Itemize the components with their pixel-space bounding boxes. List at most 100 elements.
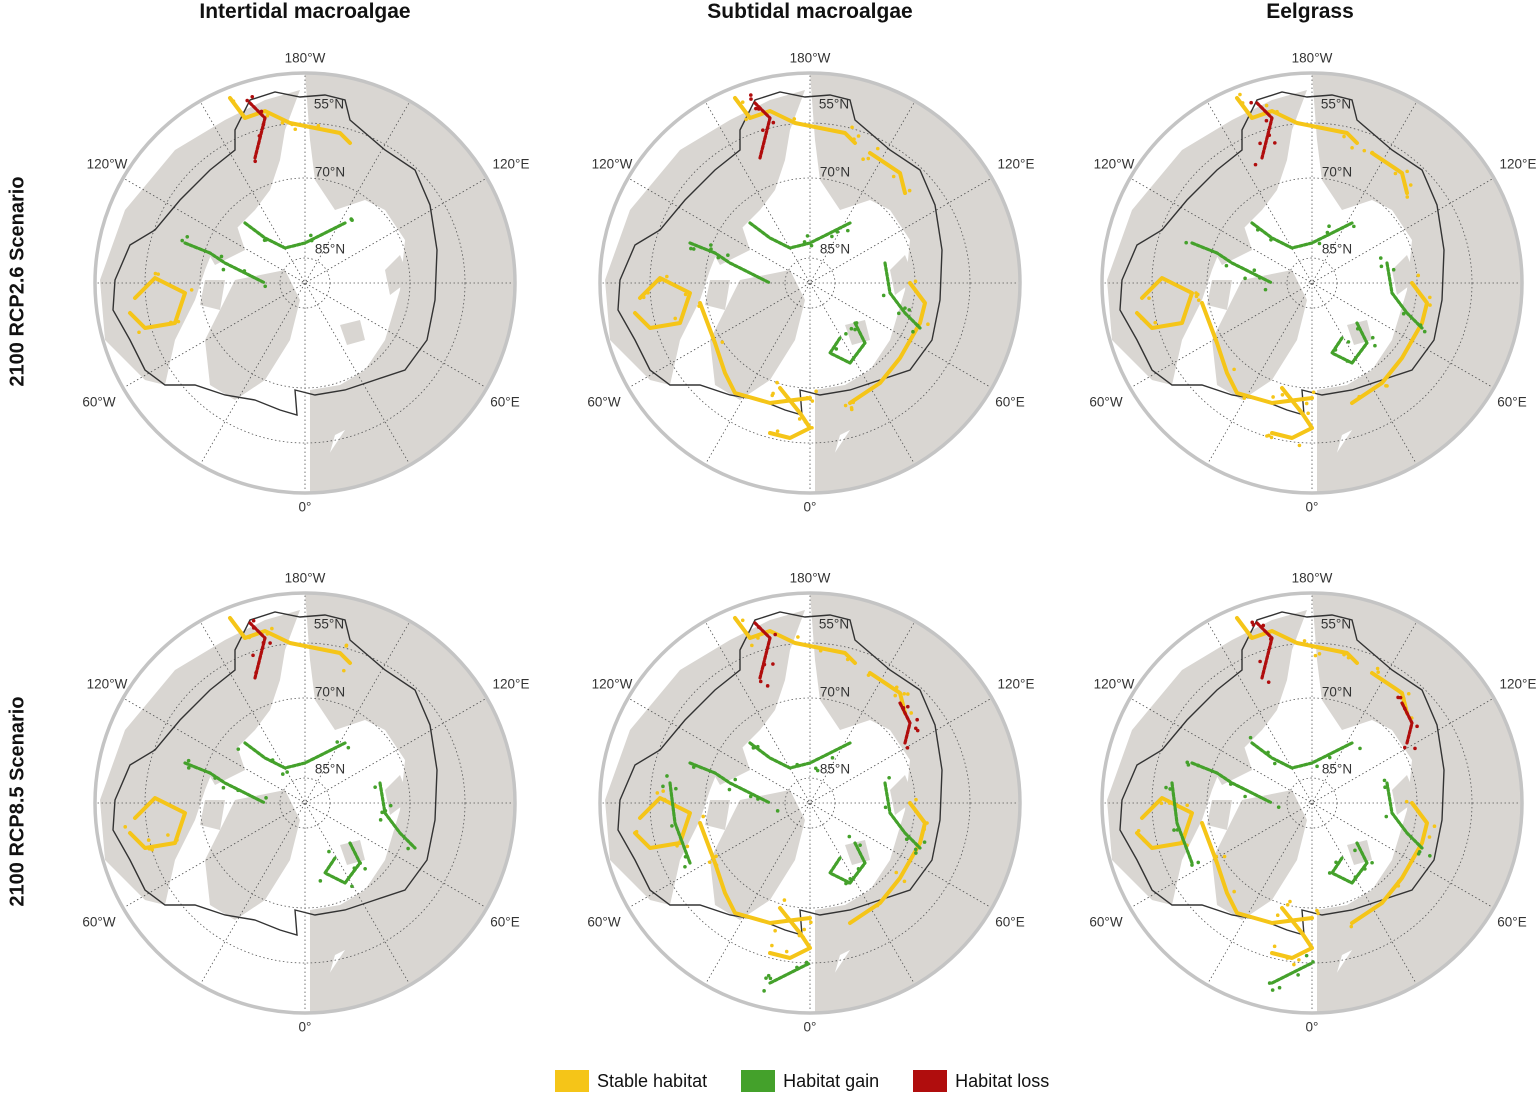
- graticule-label-lat85: 85°N: [1321, 241, 1353, 257]
- gain-habitat-cell: [221, 267, 226, 272]
- stable-habitat-cell: [894, 685, 899, 690]
- stable-habitat-cell: [1428, 295, 1432, 300]
- stable-habitat-segment: [848, 281, 927, 405]
- habitat-markers: [633, 93, 930, 440]
- stable-habitat-cell: [147, 847, 152, 851]
- stable-habitat-cell: [265, 632, 270, 636]
- stable-habitat-segment: [868, 151, 907, 195]
- stable-habitat-cell: [922, 827, 927, 832]
- graticule-label-lat85: 85°N: [1321, 761, 1353, 777]
- stable-habitat-cell: [1232, 889, 1236, 894]
- gain-habitat-cell: [270, 758, 275, 762]
- stable-habitat-segment: [848, 801, 927, 925]
- gain-habitat-cell: [834, 347, 839, 351]
- gain-habitat-cell: [848, 876, 853, 881]
- gain-habitat-cell: [363, 866, 367, 871]
- study-area-boundary: [617, 611, 943, 936]
- graticule-label-upper-left: 120°W: [86, 676, 128, 692]
- gain-habitat-segment: [688, 241, 772, 285]
- gain-habitat-segment: [768, 961, 812, 985]
- loss-habitat-cell: [1258, 141, 1262, 146]
- land-masses: [605, 593, 1020, 1013]
- gain-habitat-cell: [1276, 805, 1281, 809]
- gain-habitat-cell: [716, 255, 721, 260]
- stable-habitat-cell: [1288, 899, 1292, 904]
- stable-habitat-cell: [720, 340, 725, 344]
- loss-habitat-cell: [773, 632, 778, 637]
- gain-habitat-cell: [846, 228, 850, 233]
- stable-habitat-cell: [1357, 394, 1361, 399]
- graticule-label-lower-left: 60°W: [587, 914, 621, 930]
- stable-habitat-segment: [1270, 906, 1314, 960]
- stable-habitat-cell: [814, 389, 818, 394]
- stable-habitat-cell: [1304, 401, 1309, 406]
- graticule-label-upper-right: 120°E: [1499, 156, 1536, 172]
- stable-habitat-cell: [156, 272, 161, 276]
- gain-habitat-cell: [1243, 276, 1247, 281]
- stable-habitat-cell: [1136, 828, 1141, 833]
- gain-habitat-cell: [1334, 860, 1338, 865]
- gain-habitat-segment: [883, 781, 922, 850]
- gain-habitat-cell: [1428, 854, 1432, 858]
- loss-habitat-cell: [906, 704, 910, 709]
- stable-habitat-cell: [166, 833, 170, 837]
- gain-habitat-cell: [756, 797, 760, 801]
- loss-habitat-cell: [905, 746, 910, 750]
- loss-habitat-cell: [761, 128, 765, 133]
- loss-habitat-cell: [261, 640, 266, 645]
- gain-habitat-cell: [795, 965, 799, 970]
- stable-habitat-cell: [683, 292, 688, 297]
- graticule: [95, 73, 515, 493]
- stable-habitat-cell: [926, 322, 930, 327]
- gain-habitat-cell: [1185, 760, 1190, 765]
- stable-habitat-cell: [784, 949, 789, 954]
- gain-habitat-segment: [688, 761, 772, 805]
- gain-habitat-segment: [323, 841, 362, 885]
- gain-habitat-cell: [1317, 241, 1322, 246]
- gain-habitat-cell: [1269, 237, 1273, 242]
- graticule-label-top: 180°W: [1291, 50, 1333, 66]
- stable-habitat-cell: [1297, 958, 1301, 962]
- graticule-label-bottom: 0°: [1305, 1019, 1319, 1035]
- stable-habitat-cell: [265, 113, 270, 118]
- graticule: [95, 593, 515, 1013]
- stable-habitat-cell: [866, 156, 871, 161]
- stable-habitat-cell: [801, 935, 806, 940]
- gain-habitat-cell: [764, 976, 768, 980]
- stable-habitat-cell: [891, 174, 896, 179]
- stable-habitat-cell: [1346, 655, 1351, 660]
- gain-habitat-cell: [881, 293, 886, 298]
- stable-habitat-segment: [633, 796, 692, 850]
- stable-habitat-cell: [1375, 666, 1380, 671]
- stable-habitat-cell: [1404, 799, 1409, 804]
- graticule-label-lower-right: 60°E: [995, 394, 1025, 410]
- loss-habitat-cell: [1415, 724, 1419, 729]
- graticule-label-lower-right: 60°E: [1497, 394, 1527, 410]
- graticule-label-lat85: 85°N: [819, 761, 851, 777]
- stable-habitat-cell: [646, 291, 650, 295]
- stable-habitat-cell: [902, 186, 906, 190]
- stable-habitat-segment: [1270, 386, 1314, 440]
- gain-habitat-cell: [1190, 863, 1194, 867]
- stable-habitat-cell: [1240, 101, 1245, 105]
- gain-habitat-cell: [1267, 981, 1272, 985]
- loss-habitat-cell: [253, 159, 257, 164]
- stable-habitat-cell: [802, 927, 807, 932]
- stable-habitat-cell: [861, 157, 865, 162]
- graticule-label-bottom: 0°: [803, 1019, 817, 1035]
- gain-habitat-cell: [219, 254, 224, 259]
- loss-habitat-cell: [749, 93, 753, 97]
- stable-habitat-cell: [909, 711, 914, 715]
- stable-habitat-cell: [641, 295, 646, 300]
- graticule: [1102, 593, 1522, 1013]
- legend: Stable habitat Habitat gain Habitat loss: [555, 1070, 1049, 1092]
- gain-habitat-cell: [1353, 875, 1358, 879]
- stable-habitat-cell: [875, 146, 880, 151]
- stable-habitat-cell: [856, 134, 861, 138]
- stable-habitat-cell: [796, 635, 800, 639]
- stable-habitat-cell: [1398, 690, 1403, 694]
- gain-habitat-cell: [844, 881, 848, 886]
- stable-habitat-cell: [850, 125, 854, 130]
- gain-habitat-cell: [236, 747, 241, 751]
- gain-habitat-cell: [903, 306, 907, 310]
